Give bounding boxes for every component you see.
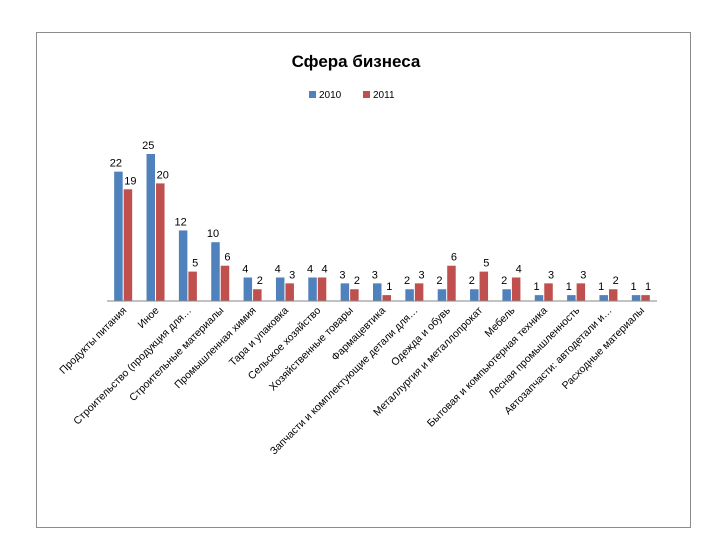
bar-2010-0 bbox=[114, 171, 123, 301]
bar-2011-0 bbox=[123, 189, 133, 301]
data-label-2011-14: 3 bbox=[580, 269, 586, 281]
bar-2010-3 bbox=[211, 242, 220, 301]
bar-2011-4 bbox=[253, 289, 262, 301]
data-label-2010-13: 1 bbox=[533, 281, 539, 293]
data-label-2011-12: 4 bbox=[516, 263, 522, 275]
data-label-2011-5: 3 bbox=[289, 269, 295, 281]
bar-2011-6 bbox=[317, 277, 327, 301]
chart-frame: Сфера бизнеса 2010 2011 22 19 25 20 12 5 10 6 4 2 4… bbox=[36, 32, 691, 528]
data-label-2010-0: 22 bbox=[110, 158, 122, 170]
bar-2010-4 bbox=[243, 277, 253, 301]
bar-2011-9 bbox=[414, 283, 424, 301]
category-label-13: Бытовая и компьютерная техника bbox=[425, 305, 550, 430]
data-label-2011-13: 3 bbox=[548, 269, 554, 281]
data-label-2011-8: 1 bbox=[386, 281, 392, 293]
data-label-2010-3: 10 bbox=[207, 228, 219, 240]
data-label-2011-2: 5 bbox=[192, 258, 198, 270]
data-label-2011-9: 3 bbox=[419, 269, 425, 281]
bar-2011-5 bbox=[285, 283, 294, 301]
data-label-2010-4: 4 bbox=[242, 263, 248, 275]
bar-2011-12 bbox=[511, 277, 521, 301]
data-label-2011-11: 5 bbox=[483, 258, 489, 270]
data-label-2010-1: 25 bbox=[142, 140, 154, 152]
bar-2011-15 bbox=[608, 289, 618, 301]
data-label-2011-16: 1 bbox=[645, 281, 651, 293]
bar-2011-11 bbox=[479, 271, 489, 301]
bar-2010-7 bbox=[340, 283, 350, 301]
data-label-2010-15: 1 bbox=[598, 281, 604, 293]
bar-2011-16 bbox=[641, 295, 650, 301]
bar-2010-13 bbox=[534, 295, 544, 301]
bar-2011-3 bbox=[220, 265, 230, 301]
bar-2010-5 bbox=[275, 277, 285, 301]
data-label-2010-8: 3 bbox=[372, 269, 378, 281]
data-label-2011-3: 6 bbox=[224, 252, 230, 264]
data-label-2011-1: 20 bbox=[157, 169, 169, 181]
bar-2011-7 bbox=[350, 289, 359, 301]
legend: 2010 2011 bbox=[309, 90, 395, 101]
data-label-2010-5: 4 bbox=[275, 263, 281, 275]
category-label-2: Строительство (продукция для… bbox=[71, 305, 194, 428]
data-label-2011-15: 2 bbox=[613, 275, 619, 287]
data-label-2010-14: 1 bbox=[566, 281, 572, 293]
bar-2010-9 bbox=[405, 289, 414, 301]
legend-swatch-2010 bbox=[309, 91, 316, 98]
data-label-2010-2: 12 bbox=[175, 216, 187, 228]
legend-label-2010: 2010 bbox=[319, 90, 342, 101]
data-label-2011-7: 2 bbox=[354, 275, 360, 287]
data-label-2010-9: 2 bbox=[404, 275, 410, 287]
bar-2011-1 bbox=[156, 183, 165, 301]
data-label-2011-10: 6 bbox=[451, 252, 457, 264]
bar-2010-11 bbox=[470, 289, 479, 301]
bar-2010-16 bbox=[631, 295, 641, 301]
bar-2010-14 bbox=[567, 295, 576, 301]
bar-2010-1 bbox=[146, 154, 156, 301]
data-label-2010-7: 3 bbox=[339, 269, 345, 281]
bar-2011-8 bbox=[382, 295, 391, 301]
chart-title: Сфера бизнеса bbox=[292, 52, 421, 71]
bar-2010-12 bbox=[502, 289, 511, 301]
bar-2011-10 bbox=[447, 265, 456, 301]
category-label-0: Продукты питания bbox=[57, 305, 129, 377]
data-label-2010-11: 2 bbox=[469, 275, 475, 287]
bar-2010-8 bbox=[373, 283, 382, 301]
bar-2011-2 bbox=[188, 271, 197, 301]
bar-chart: Сфера бизнеса 2010 2011 22192520125106424… bbox=[57, 52, 657, 457]
legend-swatch-2011 bbox=[363, 91, 370, 98]
bar-2010-6 bbox=[308, 277, 317, 301]
bar-2011-14 bbox=[576, 283, 586, 301]
data-label-2011-6: 4 bbox=[321, 263, 327, 275]
bars bbox=[114, 154, 650, 301]
bar-2010-2 bbox=[178, 230, 188, 301]
category-label-1: Иное bbox=[135, 305, 161, 331]
data-label-2010-16: 1 bbox=[631, 281, 637, 293]
data-label-2010-10: 2 bbox=[436, 275, 442, 287]
data-label-2011-4: 2 bbox=[257, 275, 263, 287]
bar-2011-13 bbox=[544, 283, 553, 301]
legend-label-2011: 2011 bbox=[373, 90, 395, 101]
data-label-2011-0: 19 bbox=[124, 175, 136, 187]
bar-2010-15 bbox=[599, 295, 608, 301]
data-label-2010-12: 2 bbox=[501, 275, 507, 287]
bar-2010-10 bbox=[437, 289, 447, 301]
data-label-2010-6: 4 bbox=[307, 263, 313, 275]
